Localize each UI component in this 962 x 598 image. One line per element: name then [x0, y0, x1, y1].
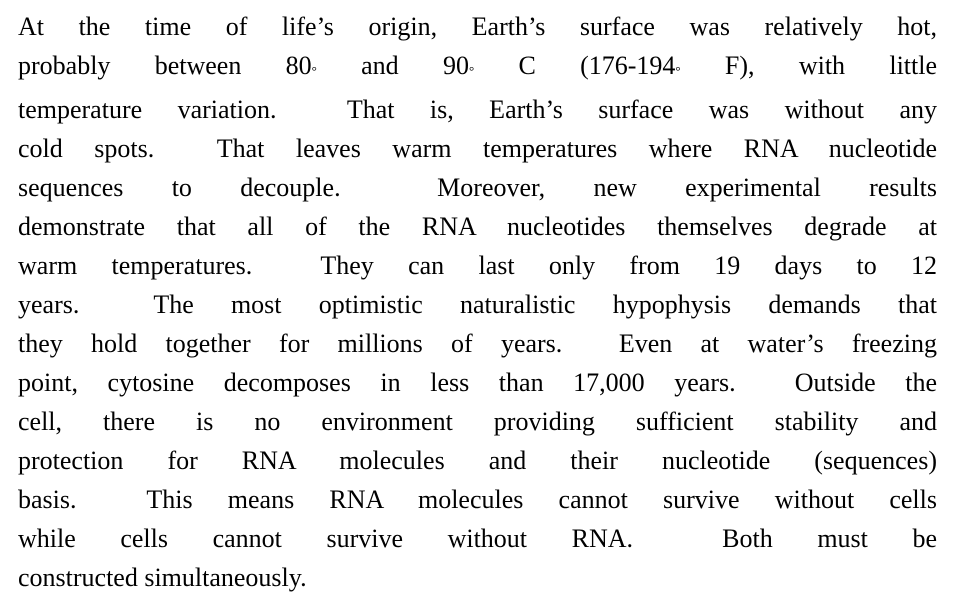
text-line: basis. This means RNA molecules cannot s…	[18, 485, 937, 515]
text-line: sequences to decouple. Moreover, new exp…	[18, 173, 937, 203]
text-line: demonstrate that all of the RNA nucleoti…	[18, 212, 937, 242]
text-line: constructed simultaneously.	[18, 563, 307, 593]
text-line: temperature variation. That is, Earth’s …	[18, 95, 937, 125]
text-line: protection for RNA molecules and their n…	[18, 446, 937, 476]
text-line: years. The most optimistic naturalistic …	[18, 290, 937, 320]
text-line: point, cytosine decomposes in less than …	[18, 368, 937, 398]
degree-symbol: °	[468, 63, 475, 79]
text-line: At the time of life’s origin, Earth’s su…	[18, 12, 937, 41]
text-line: warm temperatures. They can last only fr…	[18, 251, 937, 281]
text-line: while cells cannot survive without RNA. …	[18, 524, 937, 554]
degree-symbol: °	[675, 63, 681, 79]
text-line: they hold together for millions of years…	[18, 329, 937, 359]
text-line: cell, there is no environment providing …	[18, 407, 937, 437]
degree-symbol: °	[311, 63, 317, 79]
text-line: cold spots. That leaves warm temperature…	[18, 134, 937, 164]
text-line: probably between 80° and 90° C (176-194°…	[18, 51, 938, 80]
